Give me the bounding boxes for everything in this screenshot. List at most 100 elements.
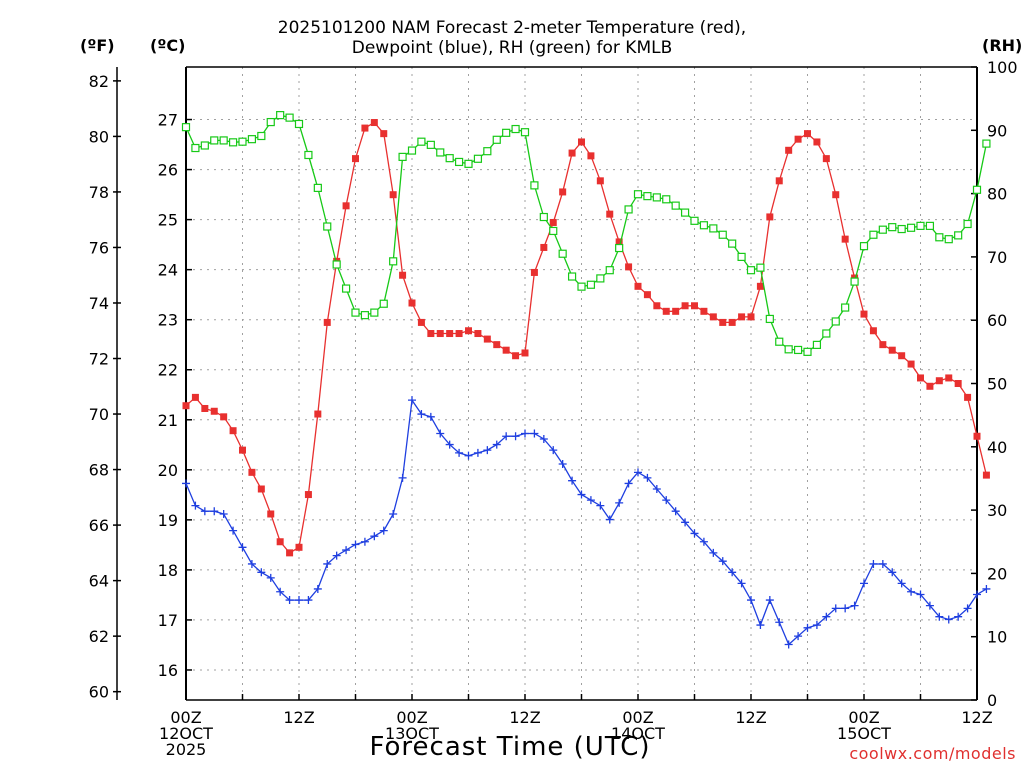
temperature-point	[267, 510, 275, 518]
temperature-point	[210, 407, 218, 415]
temperature-point	[389, 191, 397, 199]
rh-point	[822, 329, 831, 338]
rh-point	[756, 263, 765, 272]
dewpoint-point	[295, 596, 303, 605]
dewpoint-point	[860, 579, 868, 588]
temperature-point	[361, 124, 369, 132]
x-tick-label: 14OCT	[611, 724, 665, 743]
rh-point	[483, 147, 492, 156]
dewpoint-point	[737, 579, 746, 588]
rh-point	[699, 221, 709, 230]
x-tick-label: 15OCT	[837, 724, 891, 743]
temperature-point	[869, 327, 877, 335]
dewpoint-point	[897, 579, 906, 588]
celsius-tick-label: 16	[158, 661, 178, 680]
temperature-point	[982, 471, 990, 479]
rh-point	[238, 137, 247, 146]
x-tick-label: 12Z	[735, 708, 766, 727]
temperature-point	[785, 146, 793, 154]
celsius-tick-label: 23	[158, 311, 178, 330]
temperature-point	[417, 318, 425, 326]
x-tick-label: 12Z	[509, 708, 540, 727]
fahrenheit-tick-label: 82	[89, 72, 109, 91]
temperature-point	[898, 352, 906, 360]
temperature-point	[587, 152, 595, 160]
rh-tick-label: 80	[987, 185, 1007, 204]
rh-point	[398, 152, 407, 161]
rh-point	[671, 201, 680, 210]
dewpoint-point	[728, 568, 737, 577]
rh-point	[633, 190, 643, 199]
dewpoint-point	[408, 396, 416, 405]
dewpoint-point	[473, 448, 482, 457]
rh-point	[247, 135, 257, 144]
dewpoint-point	[586, 496, 595, 505]
rh-point	[605, 266, 614, 275]
rh-point	[370, 308, 379, 317]
rh-point	[285, 113, 294, 122]
rh-point	[925, 221, 935, 230]
temperature-point	[643, 291, 651, 299]
temperature-point	[822, 155, 830, 163]
temperature-point	[257, 485, 265, 493]
x-tick-label: 13OCT	[385, 724, 439, 743]
dewpoint-point	[831, 604, 840, 613]
temperature-point	[756, 282, 764, 290]
temperature-point	[568, 149, 576, 157]
temperature-point	[427, 330, 435, 338]
temperature-point	[239, 446, 246, 454]
dewpoint-point	[398, 473, 407, 482]
dewpoint-point	[285, 596, 294, 605]
source-credit[interactable]: coolwx.com/models	[849, 744, 1016, 763]
dewpoint-point	[238, 543, 247, 552]
dewpoint-point	[690, 529, 699, 538]
x-axis-title: Forecast Time (UTC)	[369, 732, 651, 762]
temperature-point	[738, 313, 746, 321]
temperature-point	[653, 302, 661, 310]
x-tick-label: 00Z	[396, 708, 427, 727]
dewpoint-point	[511, 432, 520, 441]
dewpoint-point	[323, 559, 332, 568]
rh-point	[850, 277, 859, 286]
rh-point	[530, 181, 539, 190]
dewpoint-point	[313, 584, 322, 593]
temperature-point	[342, 202, 350, 210]
dewpoint-point	[276, 587, 285, 596]
dewpoint-point	[803, 623, 812, 632]
dewpoint-point	[634, 468, 642, 477]
rh-point	[351, 308, 360, 317]
temperature-point	[502, 346, 510, 354]
rh-point	[276, 111, 285, 120]
rh-point	[407, 146, 417, 155]
dewpoint-point	[982, 584, 991, 593]
celsius-tick-label: 25	[158, 211, 178, 230]
temperature-point	[512, 352, 520, 360]
fahrenheit-tick-label: 68	[89, 461, 109, 480]
dewpoint-point	[200, 507, 209, 516]
fahrenheit-tick-label: 66	[89, 516, 109, 535]
celsius-tick-label: 18	[158, 561, 178, 580]
temperature-point	[295, 543, 303, 551]
rh-point	[266, 117, 275, 127]
rh-point	[379, 299, 388, 308]
rh-point	[313, 183, 322, 193]
temperature-point	[229, 427, 237, 435]
rh-tick-label: 90	[987, 121, 1007, 140]
dewpoint-point	[765, 596, 774, 605]
temperature-point	[775, 177, 783, 185]
celsius-tick-label: 19	[158, 511, 178, 530]
rh-point	[954, 231, 963, 240]
temperature-point	[465, 327, 472, 335]
x-tick-label: 00Z	[170, 708, 201, 727]
dewpoint-point	[662, 496, 671, 505]
temperature-point	[493, 341, 501, 349]
temperature-point	[860, 310, 868, 318]
dewpoint-point	[888, 568, 897, 577]
rh-point	[841, 303, 850, 312]
dewpoint-point	[370, 532, 379, 541]
dewpoint-point	[878, 559, 887, 568]
temperature-point	[380, 130, 388, 138]
rh-point	[586, 280, 596, 289]
dewpoint-point	[502, 432, 511, 441]
fahrenheit-axis-unit: (ºF)	[80, 36, 115, 55]
